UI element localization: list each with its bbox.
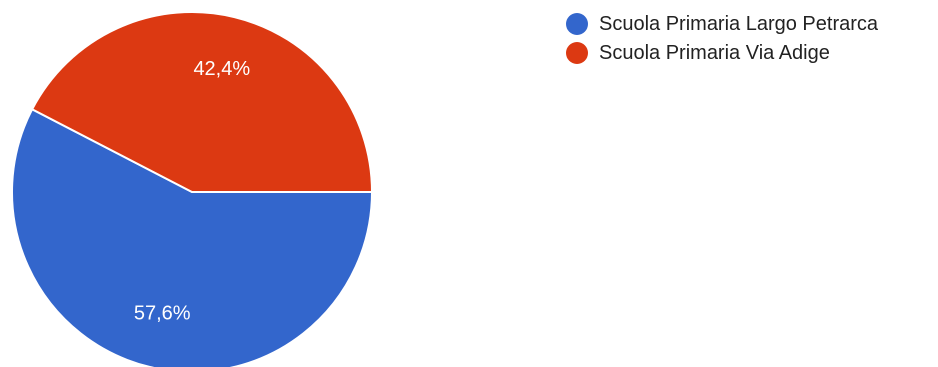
pie-chart: 57,6% 42,4% bbox=[11, 11, 374, 367]
legend-swatch-icon bbox=[566, 42, 588, 64]
pie-slice-1[interactable] bbox=[30, 11, 374, 193]
legend-label: Scuola Primaria Via Adige bbox=[599, 41, 830, 64]
legend-item-largo-petrarca[interactable]: Scuola Primaria Largo Petrarca bbox=[566, 12, 879, 35]
slice-value-label-0: 57,6% bbox=[134, 303, 191, 325]
slice-value-label-1: 42,4% bbox=[193, 58, 250, 80]
legend-swatch-icon bbox=[566, 13, 588, 35]
legend-label: Scuola Primaria Largo Petrarca bbox=[599, 12, 879, 35]
legend: Scuola Primaria Largo Petrarca Scuola Pr… bbox=[566, 12, 879, 72]
legend-item-via-adige[interactable]: Scuola Primaria Via Adige bbox=[566, 41, 878, 64]
